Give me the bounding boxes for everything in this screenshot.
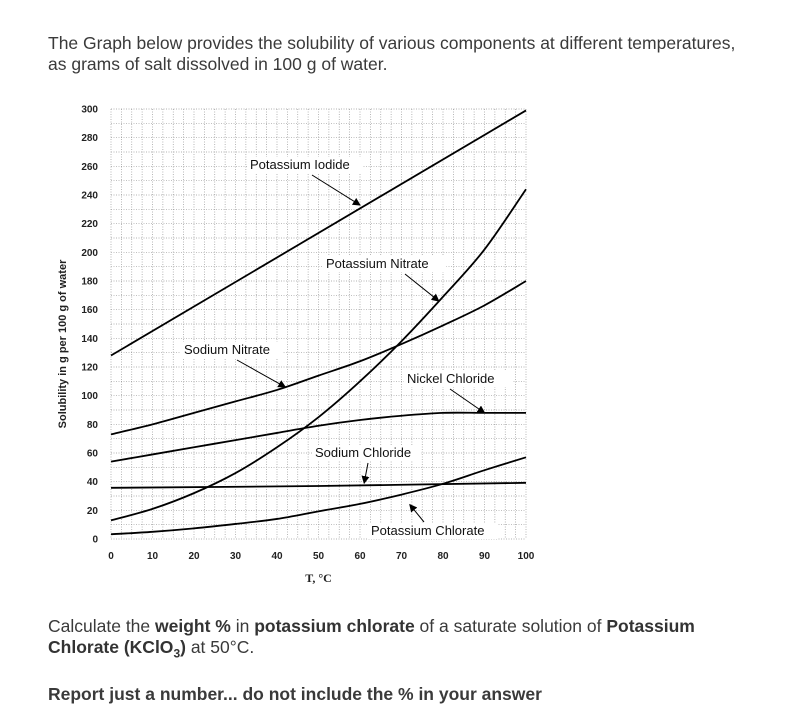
annotation-bg: [404, 371, 514, 387]
series-line-potassium-nitrate: [110, 188, 527, 522]
annotation-label: Sodium Nitrate: [184, 342, 270, 357]
annotation-label: Sodium Chloride: [315, 445, 411, 460]
y-tick-label: 60: [87, 449, 99, 460]
x-tick-label: 80: [437, 551, 449, 562]
question-part: of a saturate solution of: [414, 616, 607, 636]
series-line-potassium-chlorate: [110, 456, 527, 536]
annotation-label: Nickel Chloride: [407, 371, 494, 386]
question-part: at 50°C.: [185, 637, 255, 657]
x-tick-label: 30: [230, 551, 242, 562]
series-line-nickel-chloride: [110, 411, 526, 463]
annotation-bg: [323, 256, 447, 272]
x-tick-labels: 0 10 20 30 40 50 60 70 80 90 100: [108, 551, 535, 562]
x-tick-label: 70: [396, 551, 408, 562]
annotation-label: Potassium Chlorate: [371, 523, 484, 538]
annotation-bg: [368, 523, 499, 539]
x-tick-label: 40: [271, 551, 283, 562]
x-tick-label: 20: [188, 551, 200, 562]
question-text: Calculate the weight % in potassium chlo…: [48, 616, 758, 660]
y-tick-label: 260: [81, 162, 98, 173]
y-tick-label: 180: [81, 277, 98, 288]
y-tick-label: 100: [81, 391, 98, 402]
y-tick-label: 80: [87, 420, 99, 431]
x-axis-label: T, °C: [305, 571, 332, 585]
y-axis-label: Solubility in g per 100 g of water: [57, 259, 69, 428]
annotation-label: Potassium Nitrate: [326, 256, 429, 271]
x-tick-label: 50: [313, 551, 325, 562]
annotation-arrow: [311, 174, 361, 206]
y-tick-label: 200: [81, 248, 98, 259]
series-line-potassium-iodide: [110, 109, 527, 357]
annotation-arrow: [404, 273, 440, 302]
y-tick-label: 280: [81, 133, 98, 144]
y-tick-label: 120: [81, 363, 98, 374]
question-emphasis: weight %: [155, 616, 231, 636]
x-tick-label: 100: [518, 551, 535, 562]
grid: [110, 108, 527, 540]
compound-name: Potassium Chlorate (KClO: [48, 616, 695, 657]
x-tick-label: 0: [108, 551, 114, 562]
y-tick-label: 220: [81, 219, 98, 230]
x-tick-label: 10: [147, 551, 159, 562]
annotation-arrow: [409, 503, 425, 523]
series-line-sodium-chloride: [110, 481, 527, 489]
y-tick-label: 40: [87, 477, 99, 488]
annotation-arrow: [236, 359, 287, 388]
y-tick-label: 140: [81, 334, 98, 345]
x-tick-label: 90: [479, 551, 491, 562]
formula-subscript: 3: [173, 646, 181, 661]
annotation-arrow: [361, 462, 370, 485]
report-instruction: Report just a number... do not include t…: [48, 684, 542, 704]
y-tick-label: 240: [81, 191, 98, 202]
y-tick-labels: 0 20 40 60 80 100 120 140 160 180 200 220 240 260 280 3…: [81, 105, 98, 546]
annotation-bg: [312, 445, 422, 461]
annotation-arrow: [449, 388, 486, 414]
compound-name-end: ): [180, 637, 186, 657]
series-line-sodium-nitrate: [110, 280, 527, 436]
question-emphasis: Potassium Chlorate (KClO3): [48, 616, 695, 660]
annotation-bg: [181, 342, 284, 358]
series-lines: [110, 109, 527, 536]
y-tick-label: 160: [81, 305, 98, 316]
y-tick-label: 20: [87, 506, 99, 517]
y-tick-label: 300: [81, 105, 98, 116]
question-part: in: [230, 616, 255, 636]
intro-text: The Graph below provides the solubility …: [48, 33, 736, 74]
annotation-bg: [247, 157, 364, 173]
x-tick-label: 60: [354, 551, 366, 562]
annotations: Potassium Iodide Potassium Nitrate Sodium …: [181, 157, 514, 539]
y-tick-label: 0: [92, 535, 98, 546]
question-part: Calculate the: [48, 616, 156, 636]
question-emphasis: potassium chlorate: [254, 616, 415, 636]
solubility-chart: 0204060801001201401601802002202402602803…: [57, 105, 535, 586]
annotation-label: Potassium Iodide: [250, 157, 350, 172]
